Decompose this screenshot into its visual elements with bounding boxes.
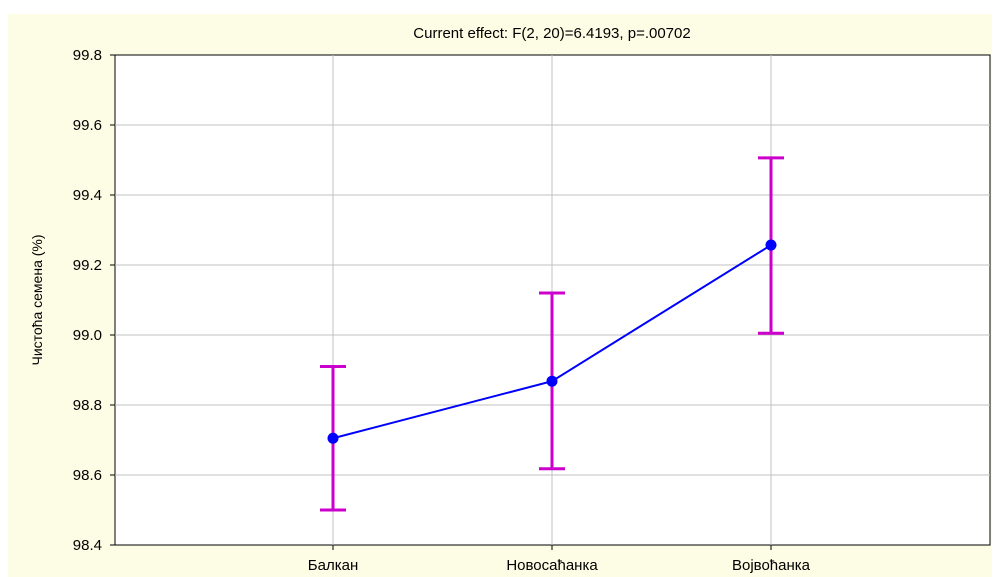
y-axis-label: Чистоћа семена (%) (29, 234, 45, 365)
data-point (327, 432, 339, 444)
x-tick-label: Војвоћанка (732, 557, 811, 574)
x-tick-label: Новосаћанка (506, 557, 598, 574)
y-tick-label: 99.4 (73, 187, 102, 204)
plot-area (114, 54, 991, 546)
data-point (765, 239, 777, 251)
y-axis: 98.4 98.6 98.8 99.0 99.2 99.4 99.6 99.8 (73, 47, 115, 554)
y-tick-label: 99.6 (73, 117, 102, 134)
x-tick-label: Балкан (308, 557, 358, 574)
y-tick-label: 99.0 (73, 327, 102, 344)
y-tick-label: 99.8 (73, 47, 102, 64)
data-points (327, 239, 777, 444)
y-tick-label: 98.8 (73, 397, 102, 414)
chart-title: Current effect: F(2, 20)=6.4193, p=.0070… (413, 25, 690, 42)
y-tick-label: 99.2 (73, 257, 102, 274)
x-axis: Балкан Новосаћанка Војвоћанка (308, 545, 811, 574)
y-tick-label: 98.6 (73, 467, 102, 484)
y-tick-label: 98.4 (73, 537, 102, 554)
data-point (546, 375, 558, 387)
